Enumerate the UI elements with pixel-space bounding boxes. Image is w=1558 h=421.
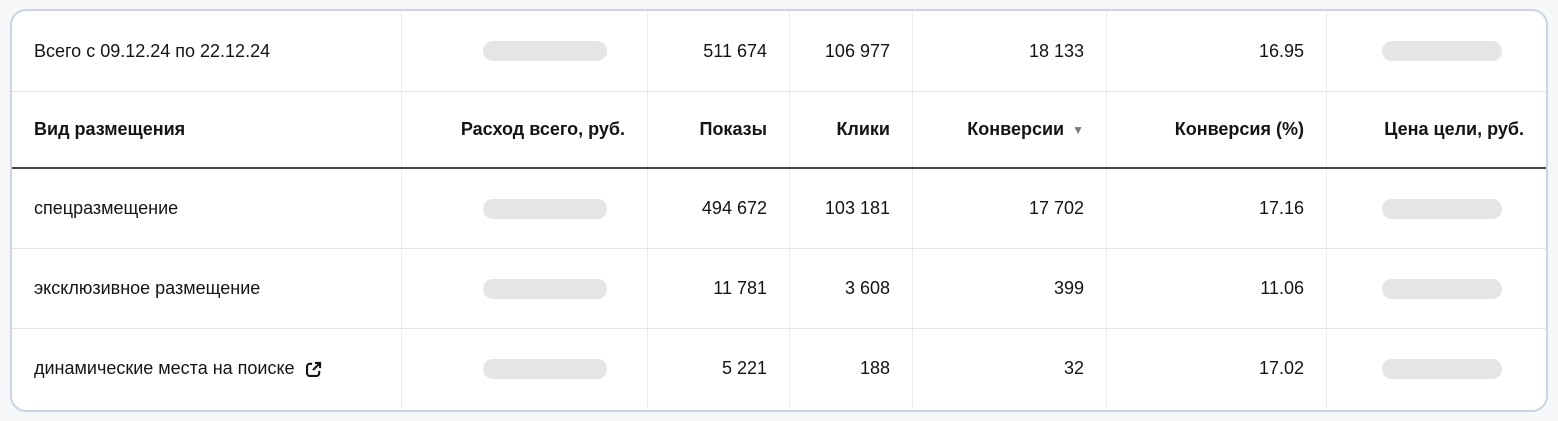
total-spend-cell: [401, 11, 647, 91]
total-row: Всего с 09.12.24 по 22.12.24 511 674 106…: [12, 11, 1546, 92]
hidden-value-pill: [1382, 358, 1502, 379]
conversion-rate-cell: 17.16: [1106, 169, 1326, 248]
external-link-icon[interactable]: [304, 360, 323, 379]
impressions-cell: 11 781: [647, 249, 789, 328]
column-header-clicks[interactable]: Клики: [789, 92, 912, 167]
total-clicks-cell: 106 977: [789, 11, 912, 91]
total-conversions-cell: 18 133: [912, 11, 1106, 91]
goal-cost-cell: [1326, 249, 1546, 328]
conversion-rate-cell: 17.02: [1106, 329, 1326, 408]
sort-desc-icon: ▼: [1072, 122, 1084, 137]
placement-type-cell: эксклюзивное размещение: [34, 278, 261, 298]
hidden-value-pill: [1382, 278, 1502, 299]
hidden-value-pill: [483, 41, 607, 61]
total-row-label: Всего с 09.12.24 по 22.12.24: [34, 40, 271, 61]
spend-cell: [401, 249, 647, 328]
statistics-table-card: Всего с 09.12.24 по 22.12.24 511 674 106…: [10, 9, 1548, 412]
table-row: динамические места на поиске 5 221 188 3…: [12, 329, 1546, 408]
placement-type-cell: динамические места на поиске: [12, 329, 401, 408]
impressions-cell: 5 221: [647, 329, 789, 408]
column-header-conversions[interactable]: Конверсии ▼: [912, 92, 1106, 167]
column-header-goal-cost[interactable]: Цена цели, руб.: [1326, 92, 1546, 167]
column-header-conversion-rate[interactable]: Конверсия (%): [1106, 92, 1326, 167]
conversion-rate-cell: 11.06: [1106, 249, 1326, 328]
clicks-cell: 188: [789, 329, 912, 408]
column-header-conversions-label: Конверсии: [967, 119, 1065, 139]
placement-type-cell: спецразмещение: [34, 198, 179, 218]
total-conversion-rate-cell: 16.95: [1106, 11, 1326, 91]
clicks-cell: 3 608: [789, 249, 912, 328]
table-header-row: Вид размещения Расход всего, руб. Показы…: [12, 92, 1546, 169]
hidden-value-pill: [483, 278, 607, 299]
total-impressions-cell: 511 674: [647, 11, 789, 91]
clicks-cell: 103 181: [789, 169, 912, 248]
column-header-impressions[interactable]: Показы: [647, 92, 789, 167]
conversions-cell: 399: [912, 249, 1106, 328]
column-header-spend[interactable]: Расход всего, руб.: [401, 92, 647, 167]
hidden-value-pill: [483, 198, 607, 219]
total-goal-cost-cell: [1326, 11, 1546, 91]
conversions-cell: 32: [912, 329, 1106, 408]
spend-cell: [401, 329, 647, 408]
goal-cost-cell: [1326, 169, 1546, 248]
table-row: эксклюзивное размещение 11 781 3 608 399…: [12, 249, 1546, 329]
table-row: спецразмещение 494 672 103 181 17 702 17…: [12, 169, 1546, 249]
spend-cell: [401, 169, 647, 248]
hidden-value-pill: [1382, 41, 1502, 61]
placement-type-label: динамические места на поиске: [34, 358, 295, 378]
hidden-value-pill: [483, 358, 607, 379]
hidden-value-pill: [1382, 198, 1502, 219]
column-header-placement-type[interactable]: Вид размещения: [34, 119, 186, 139]
impressions-cell: 494 672: [647, 169, 789, 248]
goal-cost-cell: [1326, 329, 1546, 408]
conversions-cell: 17 702: [912, 169, 1106, 248]
